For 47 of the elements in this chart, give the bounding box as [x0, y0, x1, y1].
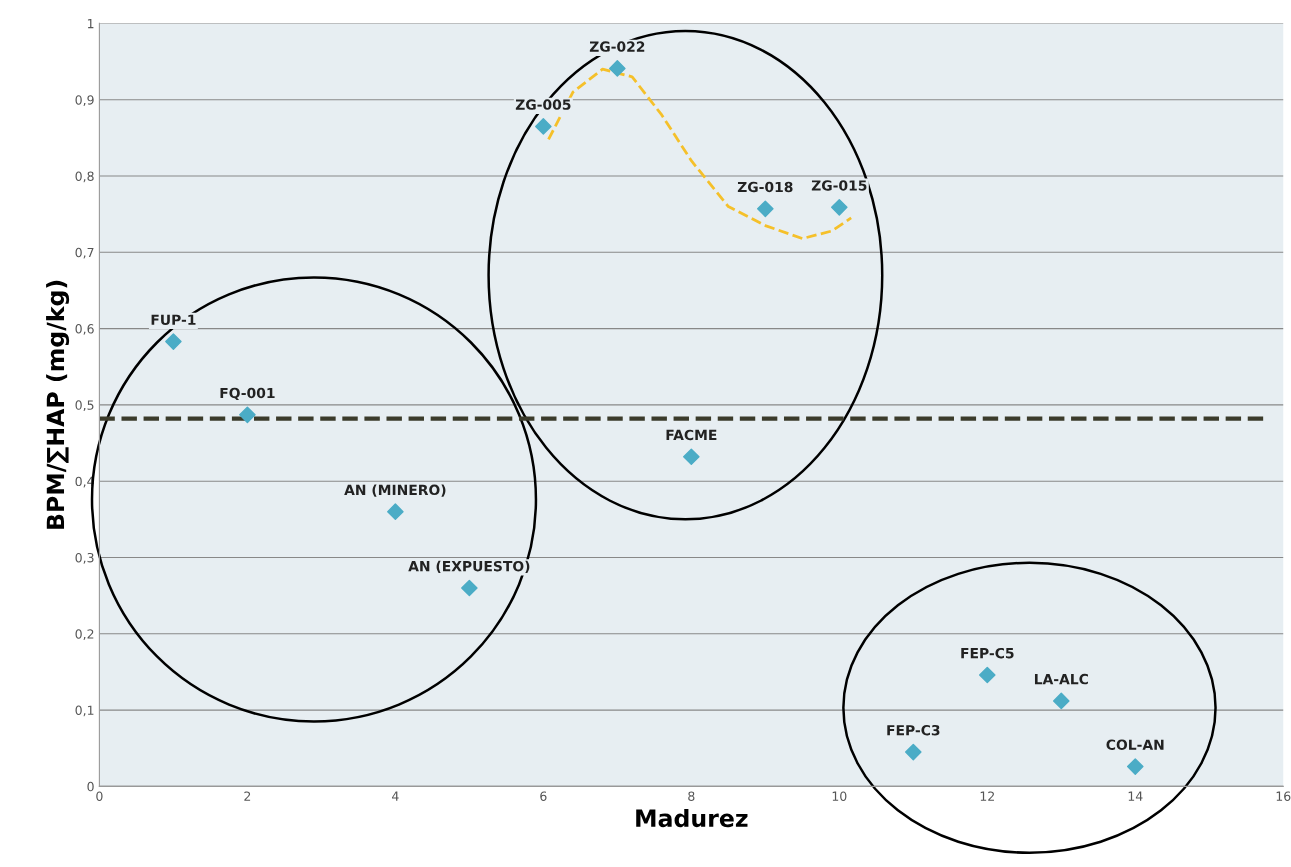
point: [831, 198, 848, 216]
annotation: ZG-018: [737, 181, 793, 193]
annotation: FEP-C3: [887, 724, 940, 736]
x-tick-label: 8: [688, 791, 695, 801]
point: [609, 60, 626, 77]
point: [1126, 758, 1144, 775]
point: [978, 666, 996, 684]
y-axis-title: BPM/∑HAP (mg/kg): [46, 280, 70, 529]
point: [387, 503, 404, 521]
x-tick-label: 6: [540, 791, 547, 801]
y-tick-label: 1: [87, 19, 94, 29]
y-tick-label: 0,6: [75, 324, 94, 335]
annotation: LA-ALC: [1034, 673, 1088, 685]
x-axis-title: Madurez: [636, 808, 748, 828]
x-tick-label: 2: [244, 791, 251, 801]
annotation: AN (MINERO): [344, 484, 446, 497]
annotation: ZG-005: [515, 99, 571, 110]
y-tick-label: 0,3: [75, 552, 94, 564]
x-tick-label: 16: [1276, 791, 1291, 801]
x-tick-label: 4: [392, 791, 399, 801]
annotation: COL-AN: [1106, 739, 1164, 750]
y-tick-label: 0,9: [75, 95, 94, 106]
point: [757, 200, 774, 218]
point: [165, 333, 182, 350]
annotation: FACME: [666, 429, 717, 441]
x-tick-label: 14: [1128, 791, 1143, 801]
y-tick-label: 0,7: [75, 247, 94, 259]
y-tick-label: 0,5: [75, 400, 94, 412]
point: [535, 118, 552, 135]
y-tick-label: 0,2: [75, 629, 94, 640]
annotation: FUP-1: [151, 314, 196, 325]
point: [1052, 692, 1070, 710]
point: [239, 406, 256, 424]
x-tick-label: 12: [980, 791, 994, 801]
annotation: FQ-001: [220, 387, 275, 401]
x-tick-label: 0: [96, 791, 103, 801]
y-tick-label: 0,8: [75, 171, 94, 183]
annotation: AN (EXPUESTO): [408, 560, 530, 574]
x-tick-label: 10: [832, 791, 847, 801]
point: [461, 579, 478, 597]
point: [904, 743, 922, 761]
point: [683, 448, 700, 466]
annotation: ZG-015: [811, 180, 867, 191]
annotation: FEP-C5: [961, 647, 1014, 659]
annotation: ZG-022: [589, 41, 645, 52]
y-tick-label: 0: [87, 781, 94, 792]
y-tick-label: 0,1: [75, 705, 94, 717]
